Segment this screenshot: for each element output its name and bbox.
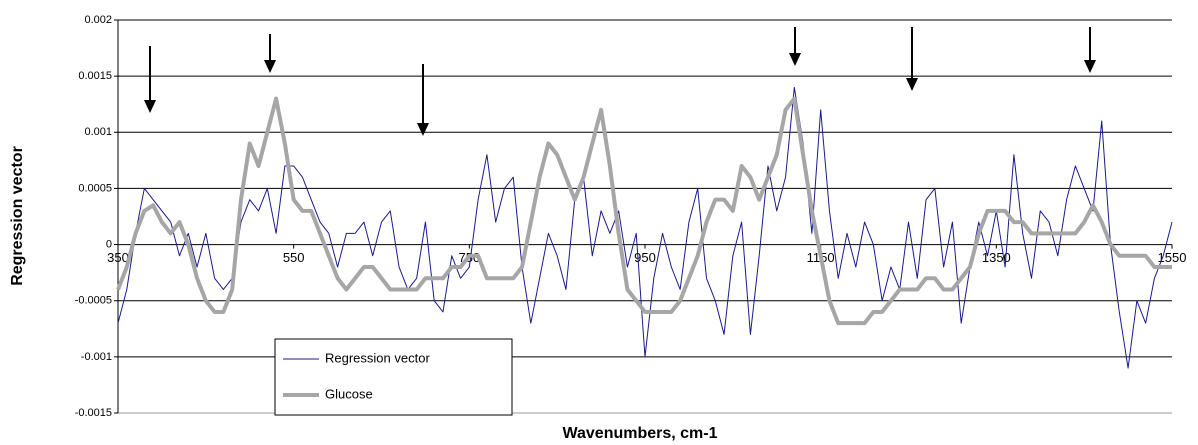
legend: Regression vector Glucose <box>274 338 513 416</box>
grid: -0.0015 -0.001 -0.0005 0 0.0005 0.001 0.0015 0.… <box>75 14 1187 419</box>
x-tick-label: 950 <box>634 250 656 265</box>
x-tick-label: 350 <box>107 250 129 265</box>
x-axis-title: Wavenumbers, cm-1 <box>562 425 717 442</box>
y-tick-label: 0.0005 <box>78 182 112 194</box>
x-tick-label: 1550 <box>1158 250 1187 265</box>
y-tick-label: -0.0015 <box>75 407 112 419</box>
series-line <box>116 96 1172 326</box>
y-tick-label: 0 <box>106 238 112 250</box>
arrow-head <box>1084 60 1096 73</box>
y-tick-label: 0.001 <box>84 126 112 138</box>
x-tick-label: 1350 <box>982 250 1011 265</box>
arrow-head <box>144 100 156 113</box>
legend-label: Glucose <box>325 386 373 401</box>
arrow-head <box>906 78 918 91</box>
x-tick-label: 550 <box>283 250 305 265</box>
arrow-head <box>264 60 276 73</box>
legend-box <box>274 338 513 416</box>
y-tick-label: 0.0015 <box>78 70 112 82</box>
y-tick-label: -0.001 <box>81 351 112 363</box>
arrow-head <box>417 123 429 136</box>
plot-lines <box>116 86 1173 369</box>
y-tick-label: -0.0005 <box>75 295 112 307</box>
arrows <box>144 27 1096 136</box>
y-axis-title: Regression vector <box>9 146 26 286</box>
y-tick-label: 0.002 <box>84 14 112 26</box>
arrow-head <box>789 53 801 66</box>
series-line <box>117 86 1173 369</box>
legend-label: Regression vector <box>325 350 430 365</box>
